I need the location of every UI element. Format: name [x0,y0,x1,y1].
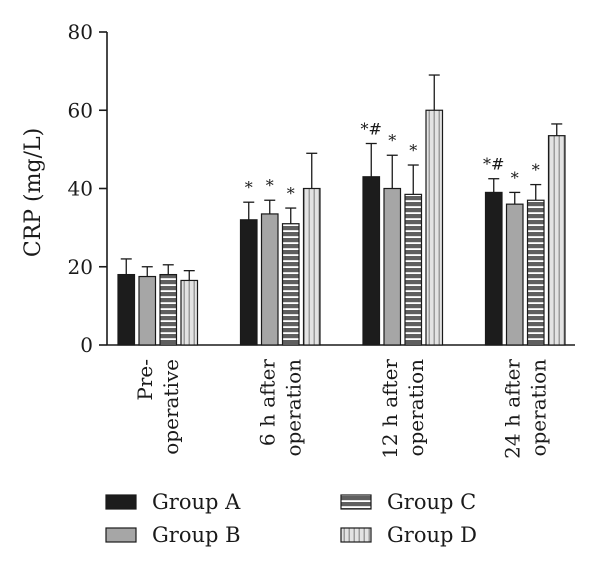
bar [505,203,524,346]
significance-label: * [388,131,396,150]
bar [484,191,503,346]
bar [383,187,402,346]
x-tick-label-line: operation [281,359,305,457]
bar [302,187,321,346]
bar [281,223,300,346]
bar [239,219,258,346]
legend-label: Group B [152,523,241,547]
significance-label: * [409,141,417,160]
x-tick-label-line: operative [159,359,183,455]
bar [180,279,199,346]
significance-label: * [532,161,540,180]
x-tick-label-line: Pre- [133,359,157,401]
bar [425,109,444,346]
bars [117,74,566,346]
legend-swatch [340,494,372,510]
legend-swatch [340,527,372,543]
y-tick-label: 60 [68,98,93,122]
y-tick-label: 0 [80,333,93,357]
significance-label: * [266,176,274,195]
bar [547,135,566,346]
legend-label: Group C [387,490,476,514]
significance-label: *# [483,155,504,174]
x-tick-label: Pre-operative [133,359,183,455]
bar [138,275,157,346]
bar [117,273,136,346]
legend: Group A Group B Group C Group D [105,490,477,547]
legend-item: Group B [105,523,241,547]
legend-item: Group A [105,490,241,514]
x-tick-label: 6 h after operation [255,359,305,457]
labels: Pre-operative* * *6 h after operation*#**12… [133,120,551,459]
significance-label: * [245,178,253,197]
y-axis-title: CRP (mg/L) [21,128,46,257]
legend-label: Group D [387,523,477,547]
legend-item: Group C [340,490,476,514]
legend-label: Group A [152,490,241,514]
axes: 0 20 40 60 80 CRP (mg/L) [21,20,575,357]
x-tick-label-line: 12 h after [378,359,402,459]
bar [260,213,279,346]
bar [526,199,545,346]
legend-item: Group D [340,523,477,547]
y-tick-label: 80 [68,20,93,44]
x-tick-label-line: operation [404,359,428,457]
bar [404,193,423,346]
y-tick-label: 40 [68,177,93,201]
x-tick-label: 12 h after operation [378,359,428,459]
legend-swatch [105,494,137,510]
bar [159,273,178,346]
y-tick-label: 20 [68,255,93,279]
bar [362,176,381,346]
x-tick-label-line: operation [526,359,550,457]
significance-label: * [511,168,519,187]
x-tick-label-line: 6 h after [255,359,279,447]
x-tick-label-line: 24 h after [500,359,524,459]
x-tick-label: 24 h after operation [500,359,550,459]
legend-swatch [105,527,137,543]
significance-label: * [287,184,295,203]
significance-label: *# [361,120,382,139]
